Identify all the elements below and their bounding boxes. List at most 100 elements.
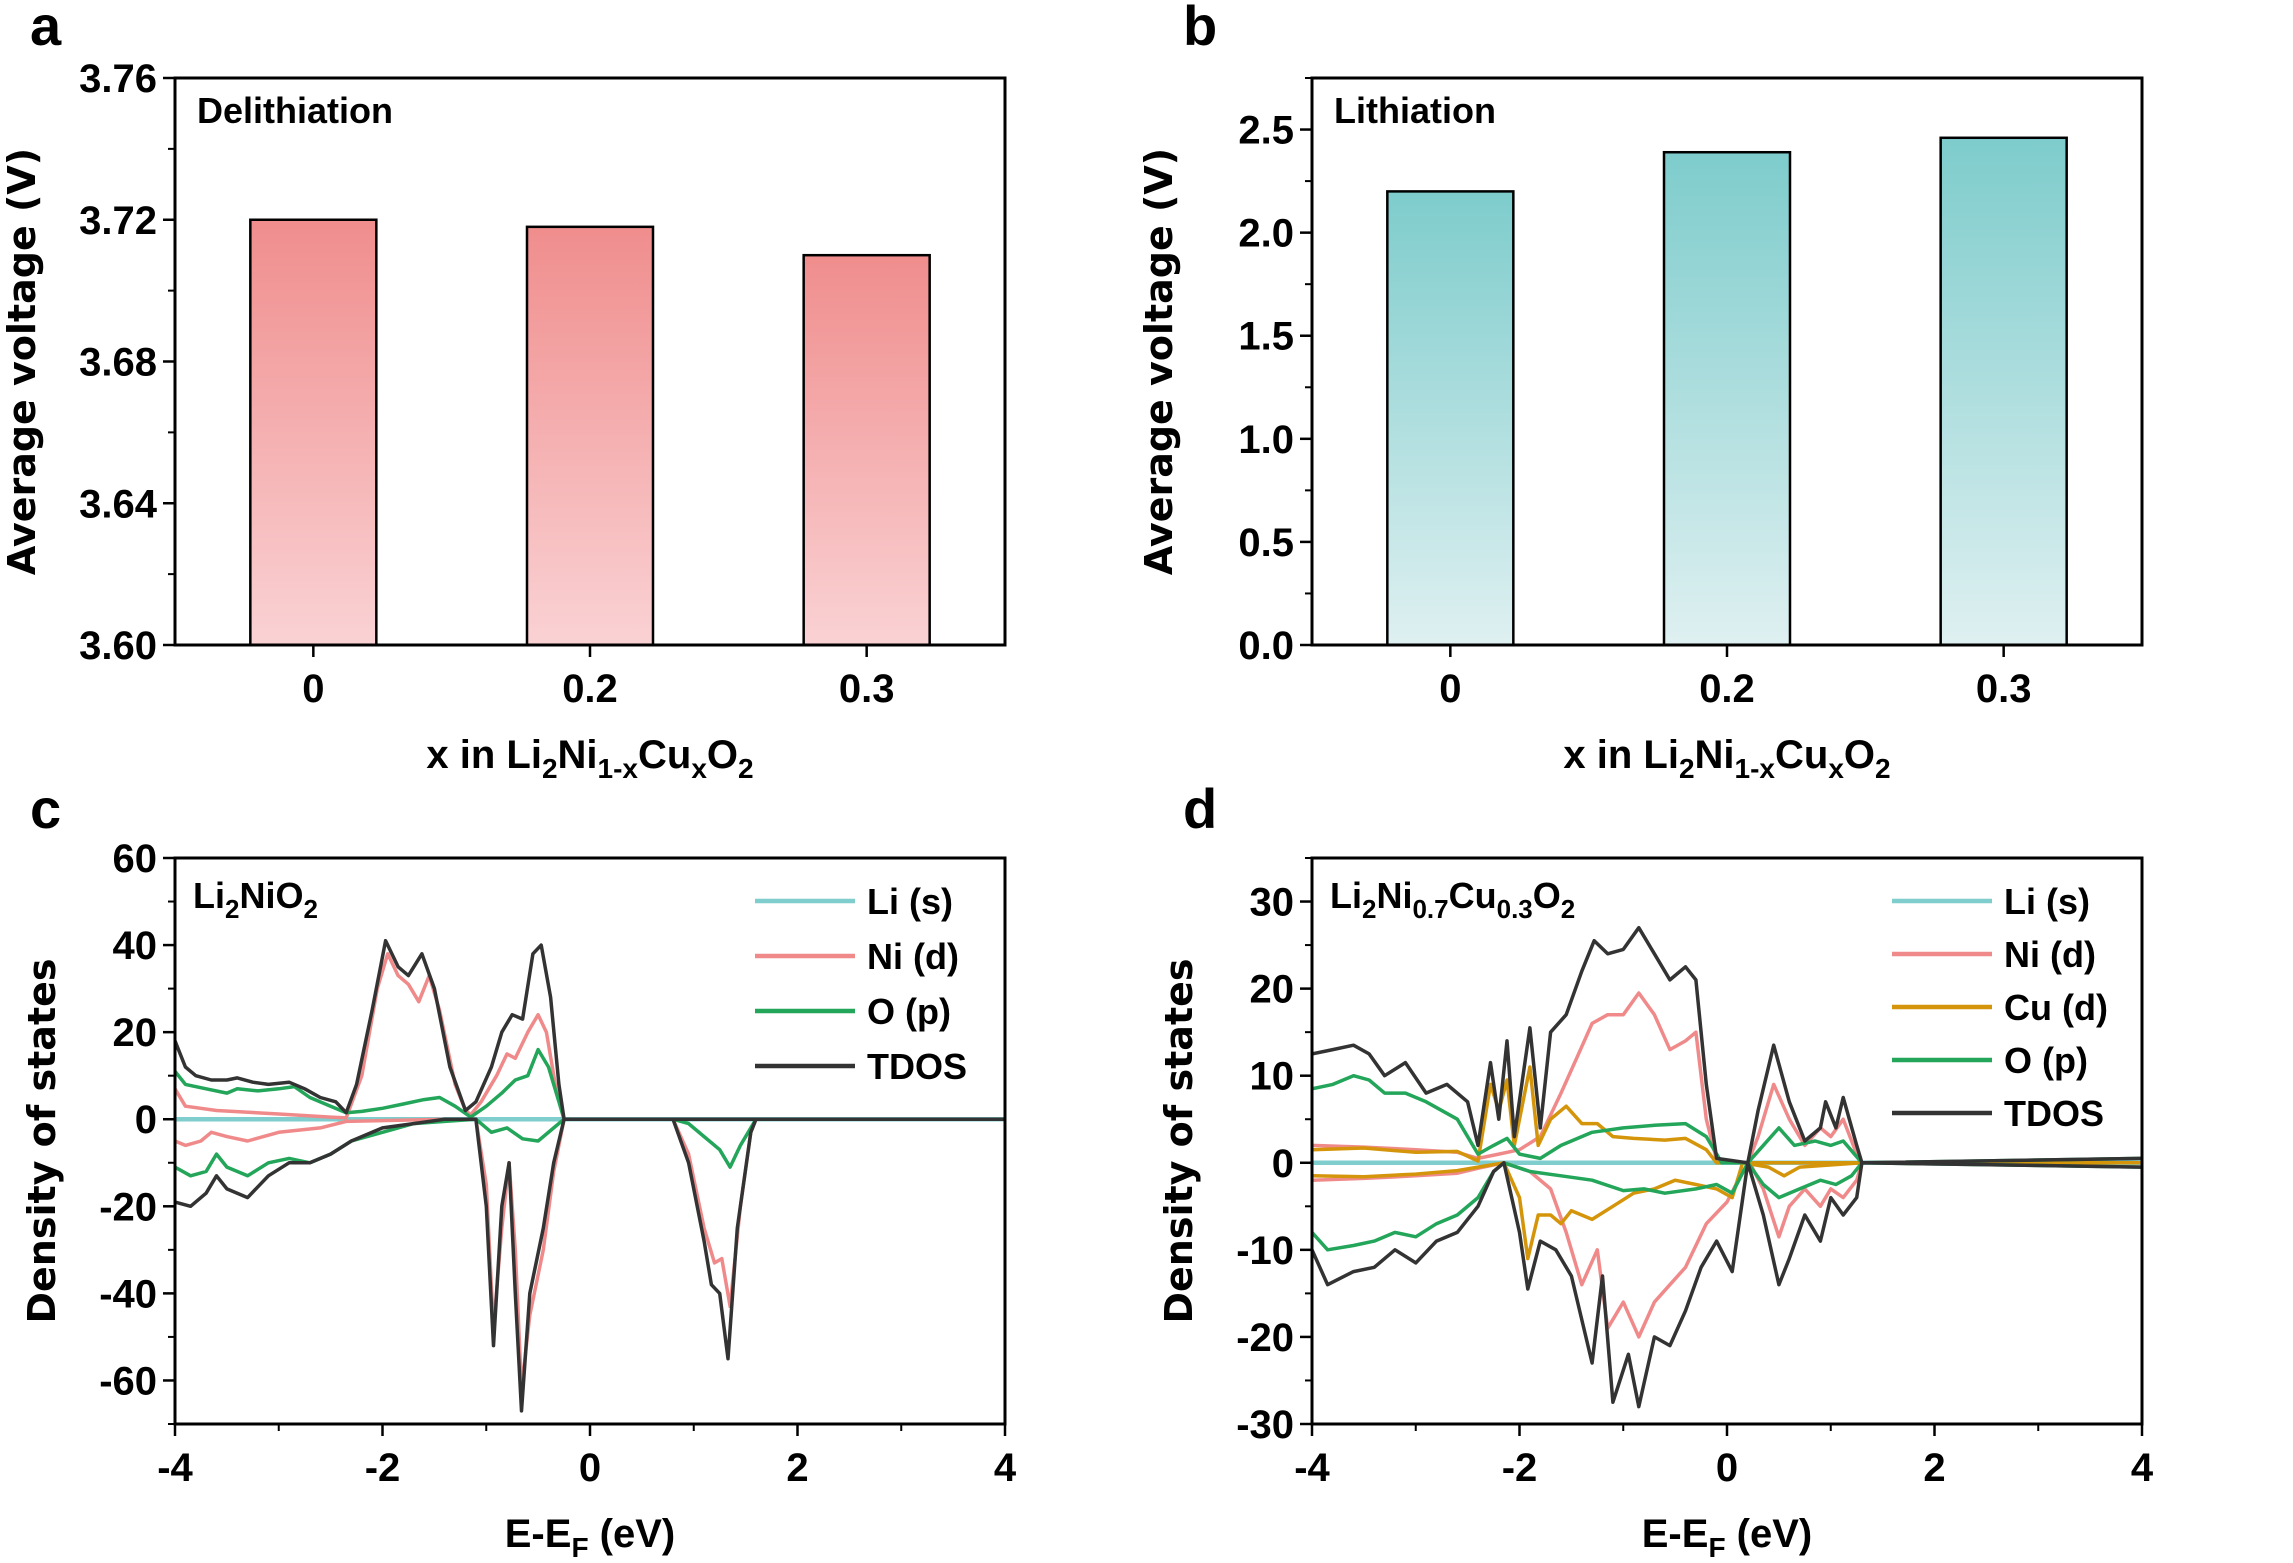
text-part: Ni [1695, 733, 1735, 777]
y-tick-label: 30 [1250, 881, 1295, 925]
x-tick-label: 2 [1923, 1446, 1945, 1490]
series-line-tdos-up [175, 938, 1005, 1121]
legend-label: TDOS [2004, 1093, 2104, 1134]
subscript: 1-x [598, 753, 639, 784]
y-tick-label: 0 [1272, 1142, 1294, 1186]
plot-frame [173, 856, 1007, 1426]
bar [1939, 136, 2068, 647]
text-part: Cu [1449, 875, 1497, 916]
x-tick-label: 0.2 [562, 667, 618, 711]
y-tick-label: 0 [135, 1098, 157, 1142]
subscript: 2 [303, 894, 317, 924]
legend-label: TDOS [867, 1046, 967, 1087]
series-line-o-p-up [175, 1047, 1005, 1121]
y-tick-label: 10 [1250, 1055, 1295, 1099]
series-group [175, 938, 1005, 1413]
y-tick-label: 20 [1250, 968, 1295, 1012]
y-tick-label: 60 [113, 837, 158, 881]
y-tick-label: 3.76 [79, 57, 157, 101]
text-part: Ni [558, 733, 598, 777]
inset-label: Lithiation [1334, 90, 1496, 131]
subscript: 2 [542, 753, 558, 784]
subscript: x [1828, 753, 1844, 784]
y-tick-label: -20 [1236, 1316, 1294, 1360]
series-line-tdos-down [175, 1117, 1005, 1413]
x-tick-label: 0 [579, 1446, 601, 1490]
y-tick-label: -10 [1236, 1229, 1294, 1273]
panel-label-a: a [30, 0, 62, 57]
series-line-o-p-down [175, 1117, 1005, 1178]
panel-label-b: b [1183, 0, 1217, 57]
inset-label: Li2Ni0.7Cu0.3O2 [1330, 875, 1575, 924]
series-line-o-p-down [1312, 1161, 2142, 1252]
legend-label: Li (s) [867, 881, 953, 922]
subscript: 2 [1362, 894, 1376, 924]
y-tick-label: 1.5 [1238, 315, 1294, 359]
series-line-cu-d-up [1312, 1065, 2142, 1165]
x-tick-label: 0.3 [1976, 667, 2032, 711]
bar [1386, 190, 1515, 647]
legend-label: Ni (d) [2004, 934, 2096, 975]
y-tick-label: 3.60 [79, 624, 157, 668]
subscript: x [691, 753, 707, 784]
x-tick-label: 0.2 [1699, 667, 1755, 711]
y-tick-label: 1.0 [1238, 418, 1294, 462]
panel-b-lithiation-bar-chart: 0 0.2 0.3 0.0 0.5 1.0 1.5 2.0 2.5 Lithiation Avera… [1137, 76, 2144, 784]
panel-label-c: c [30, 777, 61, 840]
series-group [1312, 925, 2142, 1409]
legend-label: Cu (d) [2004, 987, 2108, 1028]
y-tick-label: -20 [99, 1185, 157, 1229]
subscript: 0.7 [1412, 894, 1448, 924]
x-tick-label: 0 [302, 667, 324, 711]
legend: Li (s) Ni (d) O (p) TDOS [755, 881, 967, 1087]
series-line-tdos-up [1312, 925, 2142, 1165]
x-axis-title: E-EF (eV) [505, 1512, 675, 1563]
series-line-o-p-up [1312, 1073, 2142, 1165]
subscript: 0.3 [1497, 894, 1533, 924]
x-axis-title: x in Li2Ni1-xCuxO2 [426, 733, 753, 784]
y-tick-label: 3.72 [79, 199, 157, 243]
y-tick-label: -30 [1236, 1403, 1294, 1447]
text-part: x in Li [426, 733, 542, 777]
text-part: Li [1330, 875, 1362, 916]
subscript: 1-x [1735, 753, 1776, 784]
x-tick-label: 0 [1716, 1446, 1738, 1490]
x-tick-label: 0 [1439, 667, 1461, 711]
y-axis-title: Average voltage (V) [1137, 148, 1181, 575]
x-axis-title: E-EF (eV) [1642, 1512, 1812, 1563]
series-line-ni-d-down [175, 1117, 1005, 1391]
legend-label: O (p) [2004, 1040, 2088, 1081]
series-line-tdos-down [1312, 1161, 2142, 1409]
x-tick-label: 4 [994, 1446, 1017, 1490]
plot-frame [1310, 76, 2144, 647]
text-part: (eV) [1726, 1512, 1813, 1556]
y-axis-title: Density of states [20, 958, 64, 1323]
subscript: F [1708, 1532, 1725, 1563]
text-part: Cu [1775, 733, 1828, 777]
subscript: 2 [225, 894, 239, 924]
x-tick-label: 2 [786, 1446, 808, 1490]
inset-label: Li2NiO2 [193, 875, 318, 924]
y-tick-label: 3.64 [79, 482, 158, 526]
text-part: NiO [239, 875, 303, 916]
text-part: x in Li [1563, 733, 1679, 777]
y-tick-label: 40 [113, 924, 158, 968]
y-tick-label: -60 [99, 1359, 157, 1403]
x-tick-label: -4 [1294, 1446, 1330, 1490]
text-part: (eV) [589, 1512, 676, 1556]
text-part: O [707, 733, 738, 777]
text-part: Cu [638, 733, 691, 777]
legend-label: O (p) [867, 991, 951, 1032]
y-tick-label: 0.0 [1238, 624, 1294, 668]
subscript: 2 [1679, 753, 1695, 784]
series-line-cu-d-down [1312, 1161, 2142, 1261]
series-line-ni-d-up [175, 952, 1005, 1121]
text-part: O [1844, 733, 1875, 777]
y-axis-title: Density of states [1157, 958, 1201, 1323]
y-tick-label: 20 [113, 1011, 158, 1055]
plot-frame [1310, 856, 2144, 1426]
bar [525, 225, 655, 647]
text-part: Li [193, 875, 225, 916]
